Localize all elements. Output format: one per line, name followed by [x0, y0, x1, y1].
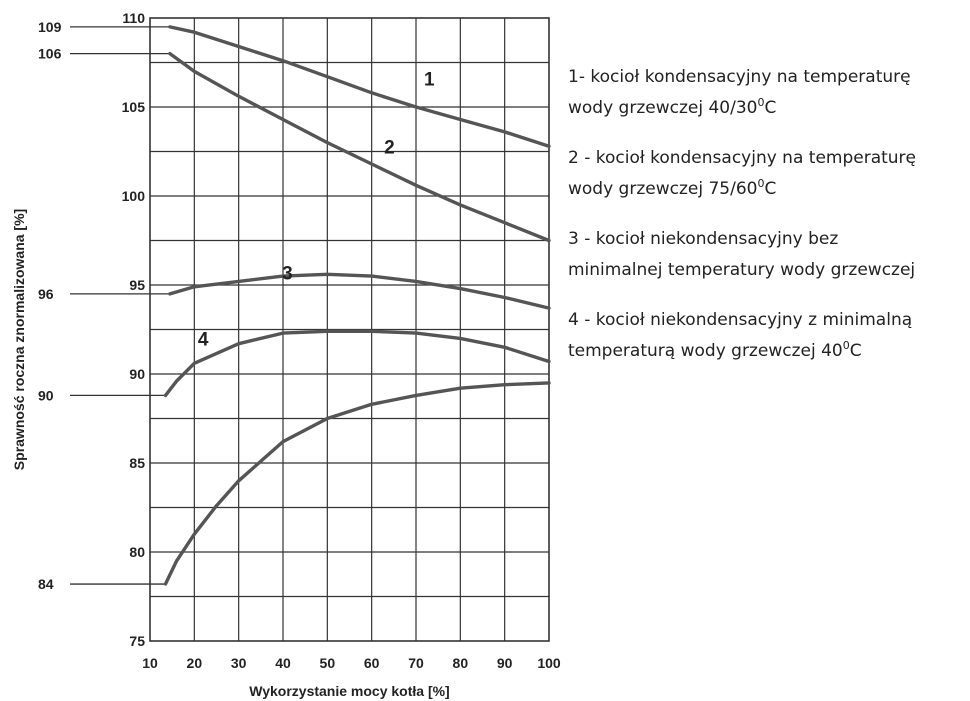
series-label-2: 2 [384, 137, 395, 158]
series-label-3: 3 [282, 264, 293, 285]
legend-item-4-unit: C [849, 341, 862, 361]
legend-item-4-line1: 4 - kocioł niekondensacyjny z minimalną [568, 310, 913, 330]
x-tick-label-20: 20 [187, 655, 203, 671]
legend-item-1-line1: 1- kocioł kondensacyjny na temperaturę [568, 67, 911, 87]
series-label-4: 4 [198, 330, 209, 351]
legend-item-1-line2: wody grzewczej 40/300C [568, 93, 968, 124]
legend-item-4-line2: temperaturą wody grzewczej 400C [568, 336, 968, 367]
x-tick-label-80: 80 [453, 655, 469, 671]
x-tick-label-100: 100 [537, 655, 561, 671]
x-tick-label-50: 50 [320, 655, 336, 671]
legend-item-3-line2-text: minimalnej temperatury wody grzewczej [568, 260, 916, 280]
legend-item-2-sup: 0 [757, 177, 765, 190]
legend: 1- kocioł kondensacyjny na temperaturę w… [568, 62, 968, 386]
legend-item-1-sup: 0 [757, 96, 765, 109]
x-tick-label-60: 60 [364, 655, 380, 671]
legend-item-2-unit: C [764, 179, 777, 199]
legend-item-2-line2: wody grzewczej 75/600C [568, 174, 968, 205]
legend-item-4-sup: 0 [842, 339, 850, 352]
legend-item-3-line1: 3 - kocioł niekondensacyjny bez [568, 229, 839, 249]
x-tick-label-10: 10 [142, 655, 158, 671]
legend-item-2-line1: 2 - kocioł kondensacyjny na temperaturę [568, 148, 917, 168]
legend-item-4-line2-text: temperaturą wody grzewczej 40 [568, 341, 843, 361]
x-tick-label-90: 90 [497, 655, 513, 671]
series-line-3 [168, 272, 551, 310]
y-tick-label-80: 80 [129, 544, 145, 560]
x-tick-label-40: 40 [275, 655, 291, 671]
y-tick-label-85: 85 [129, 455, 145, 471]
legend-item-1-line2-text: wody grzewczej 40/30 [568, 98, 758, 118]
ref-level-label-90: 90 [38, 387, 54, 403]
x-tick-label-30: 30 [231, 655, 247, 671]
legend-item-3: 3 - kocioł niekondensacyjny bez minimaln… [568, 224, 968, 286]
y-tick-label-75: 75 [129, 633, 145, 649]
series-line-2 [168, 51, 551, 243]
ref-level-label-84: 84 [38, 576, 54, 592]
legend-item-2-line2-text: wody grzewczej 75/60 [568, 179, 758, 199]
y-tick-label-95: 95 [129, 277, 145, 293]
series-label-1: 1 [424, 70, 435, 91]
ref-level-label-109: 109 [38, 19, 62, 35]
y-tick-label-105: 105 [122, 99, 146, 115]
y-tick-label-100: 100 [122, 188, 146, 204]
legend-item-4: 4 - kocioł niekondensacyjny z minimalną … [568, 305, 968, 367]
y-axis-title: Sprawność roczna znormalizowana [%] [11, 209, 27, 470]
series-line-4 [163, 329, 551, 398]
legend-item-1: 1- kocioł kondensacyjny na temperaturę w… [568, 62, 968, 124]
ref-level-label-106: 106 [38, 46, 62, 62]
legend-item-1-unit: C [764, 98, 777, 118]
ref-level-label-96: 96 [38, 286, 54, 302]
y-tick-label-110: 110 [122, 10, 145, 26]
series-line-5 [163, 381, 551, 586]
x-tick-label-70: 70 [408, 655, 424, 671]
legend-item-2: 2 - kocioł kondensacyjny na temperaturę … [568, 143, 968, 205]
y-tick-label-90: 90 [129, 366, 145, 382]
legend-item-3-line2: minimalnej temperatury wody grzewczej [568, 255, 968, 286]
x-axis-title: Wykorzystanie mocy kotła [%] [249, 683, 449, 699]
series-line-1 [168, 25, 551, 148]
